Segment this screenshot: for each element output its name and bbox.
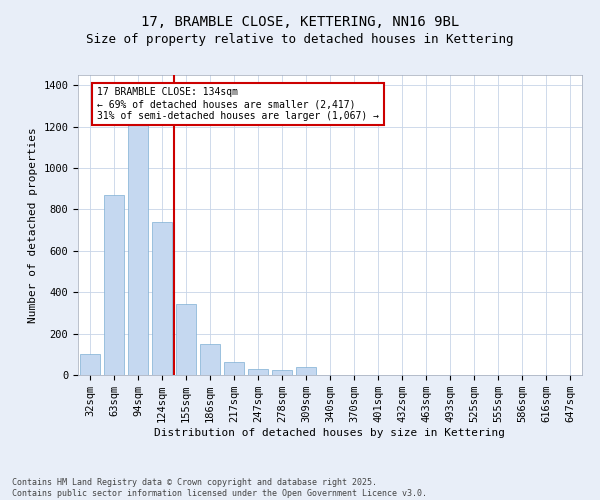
- Bar: [296, 366, 316, 375]
- Text: 17, BRAMBLE CLOSE, KETTERING, NN16 9BL: 17, BRAMBLE CLOSE, KETTERING, NN16 9BL: [141, 15, 459, 29]
- Bar: [104, 195, 124, 375]
- Bar: [224, 362, 244, 375]
- Y-axis label: Number of detached properties: Number of detached properties: [28, 127, 38, 323]
- Text: Size of property relative to detached houses in Kettering: Size of property relative to detached ho…: [86, 32, 514, 46]
- Bar: [128, 120, 148, 375]
- Bar: [200, 344, 220, 375]
- Text: 17 BRAMBLE CLOSE: 134sqm
← 69% of detached houses are smaller (2,417)
31% of sem: 17 BRAMBLE CLOSE: 134sqm ← 69% of detach…: [97, 88, 379, 120]
- Bar: [248, 369, 268, 375]
- Bar: [80, 354, 100, 375]
- Bar: [152, 222, 172, 375]
- Bar: [176, 304, 196, 375]
- X-axis label: Distribution of detached houses by size in Kettering: Distribution of detached houses by size …: [155, 428, 505, 438]
- Bar: [272, 370, 292, 375]
- Text: Contains HM Land Registry data © Crown copyright and database right 2025.
Contai: Contains HM Land Registry data © Crown c…: [12, 478, 427, 498]
